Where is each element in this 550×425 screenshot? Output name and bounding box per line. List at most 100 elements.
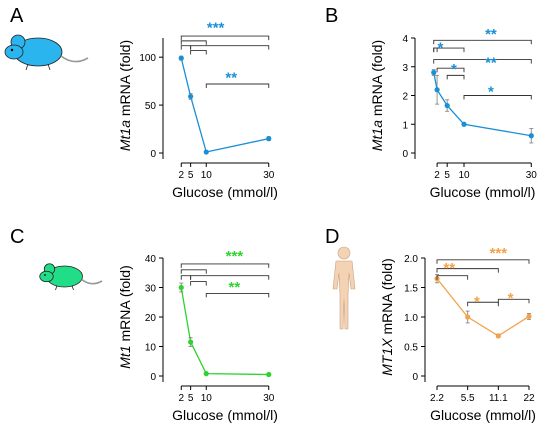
- x-tick-label: 5: [444, 170, 450, 181]
- significance-bracket: [190, 275, 270, 280]
- x-tick-label: 30: [263, 393, 275, 404]
- y-axis-label-gene: Mt1: [117, 345, 133, 368]
- y-axis-label-rest: mRNA (fold): [369, 40, 385, 120]
- y-axis-label-gene: Mt1a: [117, 120, 133, 151]
- mouse-leg: [47, 63, 51, 71]
- significance-bracket: [190, 45, 270, 50]
- x-tick-label: 5: [188, 170, 194, 181]
- significance-bracket: [190, 50, 207, 55]
- significance-bracket: [463, 95, 532, 100]
- human-icon: [332, 246, 356, 330]
- significance-bracket: [497, 298, 530, 304]
- x-tick-label: 10: [201, 393, 213, 404]
- y-axis-label-rest: mRNA (fold): [117, 40, 133, 120]
- data-point: [495, 333, 501, 339]
- y-tick-label: 1.5: [404, 284, 418, 295]
- human-body: [332, 260, 356, 330]
- mouse-icon: [4, 34, 89, 71]
- y-tick-label: 2.0: [404, 254, 418, 265]
- series-line: [180, 57, 269, 153]
- y-axis-label: Mt1a mRNA (fold): [117, 40, 133, 151]
- significance-bracket: [436, 259, 530, 264]
- significance-label: **: [229, 279, 241, 296]
- data-point: [431, 69, 437, 76]
- y-axis-label: Mt1a mRNA (fold): [369, 40, 385, 151]
- y-tick-label: 0: [150, 372, 156, 383]
- data-point: [266, 136, 272, 142]
- data-point: [188, 93, 194, 100]
- significance-bracket: [433, 59, 532, 64]
- significance-label: **: [225, 69, 237, 86]
- x-tick-label: 10: [458, 170, 470, 181]
- human-head: [337, 246, 351, 260]
- data-point: [266, 371, 272, 378]
- x-tick-label: 11.1: [489, 393, 508, 404]
- significance-bracket: [436, 268, 499, 273]
- data-point: [203, 149, 209, 155]
- series-line: [436, 278, 530, 337]
- significance-bracket: [180, 40, 207, 45]
- x-tick-label: 2: [178, 393, 184, 404]
- significance-bracket: [436, 67, 465, 73]
- x-axis-label: Glucose (mmol/l): [430, 184, 536, 200]
- y-tick-label: 0.5: [404, 343, 418, 354]
- significance-label: *: [438, 40, 444, 57]
- x-axis-label: Glucose (mmol/l): [430, 407, 536, 423]
- significance-label: **: [485, 26, 497, 43]
- significance-bracket: [205, 83, 270, 88]
- data-point: [188, 339, 194, 345]
- significance-label: **: [485, 55, 497, 72]
- mouse-head: [39, 270, 54, 283]
- significance-bracket: [180, 263, 270, 268]
- x-tick-label: 5.5: [461, 393, 475, 404]
- mouse-icon: [39, 263, 103, 291]
- y-tick-label: 20: [145, 313, 157, 324]
- data-point: [444, 102, 450, 109]
- x-tick-label: 5: [188, 393, 194, 404]
- mouse-leg: [25, 63, 29, 71]
- significance-label: *: [488, 83, 494, 100]
- x-tick-label: 30: [526, 170, 538, 181]
- y-tick-label: 10: [145, 343, 157, 354]
- y-tick-label: 1: [402, 120, 408, 131]
- significance-label: **: [443, 260, 455, 277]
- x-tick-label: 10: [201, 170, 213, 181]
- significance-label: ***: [490, 245, 508, 262]
- y-axis-label-rest: mRNA (fold): [379, 258, 395, 338]
- data-point: [178, 284, 184, 291]
- y-tick-label: 4: [402, 34, 408, 45]
- panel-a: A 0 50 100 2 5 10 30 Glucose (mmol/l) Mt1a mRNA (…: [4, 5, 278, 200]
- data-point: [526, 313, 532, 320]
- data-point: [434, 87, 440, 93]
- y-tick-label: 0: [150, 149, 156, 160]
- mouse-leg: [55, 285, 58, 291]
- panel-label: A: [10, 5, 24, 27]
- y-axis-label-gene: Mt1a: [369, 120, 385, 151]
- significance-label: ***: [207, 20, 225, 37]
- panel-c: C 0 10 20 30 40 2 5 10 30 Glucose (mmol/l) Mt1 mRNA…: [10, 226, 278, 423]
- y-tick-label: 50: [145, 101, 157, 112]
- significance-bracket: [190, 281, 207, 286]
- x-tick-label: 22: [523, 393, 535, 404]
- data-point: [528, 133, 534, 139]
- mouse-tail: [81, 278, 103, 285]
- significance-label: *: [451, 61, 457, 78]
- panel-d: D 0 0.5 1.0 1.5 2.0 2.2 5.5 11.1 22 Glucose (mmol/…: [325, 226, 536, 423]
- y-tick-label: 100: [139, 53, 156, 64]
- y-axis-label: Mt1 mRNA (fold): [117, 265, 133, 368]
- significance-bracket: [180, 35, 270, 41]
- mouse-tail: [60, 55, 89, 63]
- y-tick-label: 2: [402, 92, 408, 103]
- significance-bracket: [446, 74, 465, 80]
- data-point: [178, 55, 184, 61]
- panel-label: D: [325, 226, 339, 248]
- significance-bracket: [433, 39, 532, 45]
- y-axis-label-gene: MT1X: [379, 338, 395, 376]
- significance-bracket: [180, 45, 192, 50]
- significance-bracket: [205, 292, 270, 298]
- mouse-head: [4, 44, 24, 60]
- y-tick-label: 3: [402, 63, 408, 74]
- y-axis-label: MT1X mRNA (fold): [379, 258, 395, 375]
